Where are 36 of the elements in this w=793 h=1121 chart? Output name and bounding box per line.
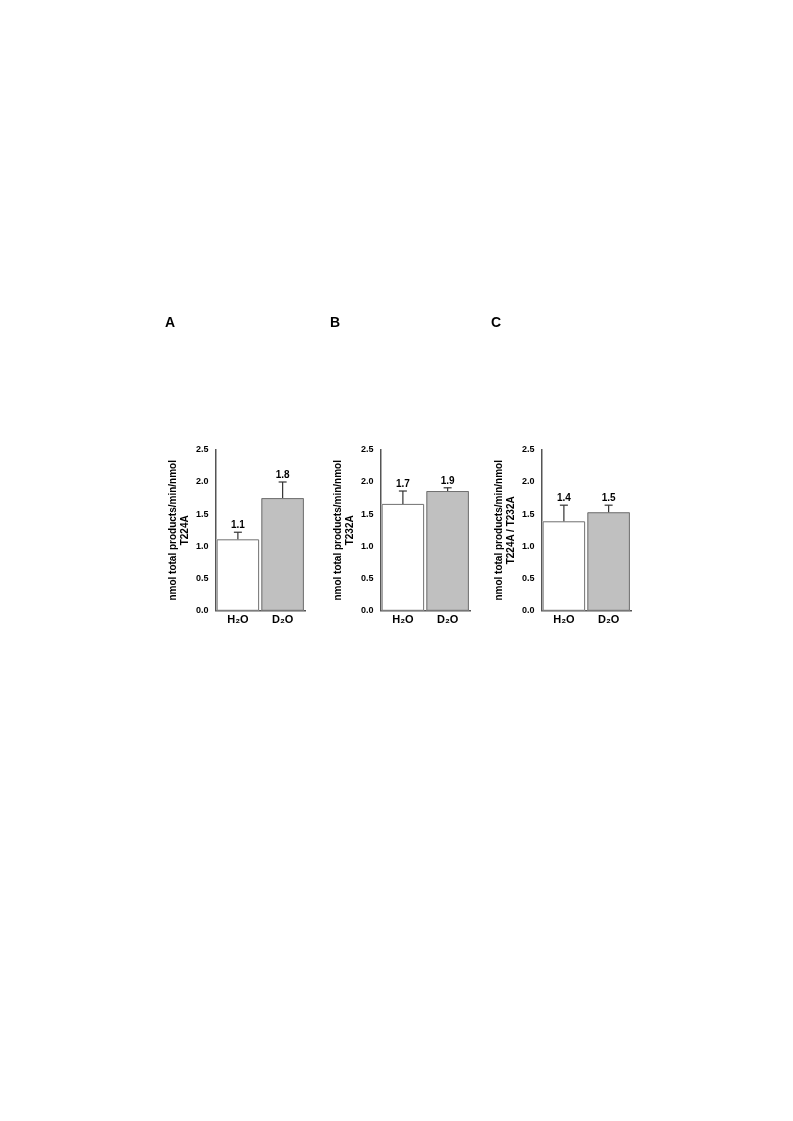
y-tick-label: 1.5	[522, 508, 535, 519]
y-tick-label: 2.5	[196, 444, 209, 455]
y-tick-label: 0.5	[522, 573, 535, 584]
y-tick-label: 1.0	[522, 540, 535, 551]
y-tick-label: 0.0	[196, 605, 209, 616]
y-tick-label: 1.0	[361, 540, 374, 551]
y-axis-title: nmol total products/min/nmol T224A	[166, 459, 190, 601]
data-label: 1.8	[275, 468, 291, 480]
y-axis-title: nmol total products/min/nmol T224A / T232A	[492, 459, 516, 601]
y-tick-label: 2.5	[361, 444, 374, 455]
data-label: 1.7	[395, 477, 411, 489]
x-tick-label: H₂O	[553, 613, 576, 626]
data-label: 1.4	[556, 491, 572, 503]
data-label: 1.5	[601, 491, 617, 503]
y-tick-label: 2.0	[361, 476, 374, 487]
x-tick-label: D₂O	[597, 613, 620, 626]
y-tick-label: 2.0	[196, 476, 209, 487]
y-tick-label: 2.5	[522, 444, 535, 455]
x-tick-label: H₂O	[227, 613, 250, 626]
y-tick-label: 0.0	[361, 605, 374, 616]
y-tick-label: 1.0	[196, 540, 209, 551]
chart-title: A	[165, 314, 176, 331]
data-label: 1.9	[440, 474, 456, 486]
y-tick-label: 1.5	[196, 508, 209, 519]
x-tick-label: D₂O	[436, 613, 459, 626]
x-tick-label: D₂O	[271, 613, 294, 626]
y-axis-title: nmol total products/min/nmol T232A	[331, 459, 355, 601]
chart-title: B	[330, 314, 341, 331]
y-tick-label: 1.5	[361, 508, 374, 519]
y-tick-label: 0.5	[361, 573, 374, 584]
y-tick-label: 2.0	[522, 476, 535, 487]
x-tick-label: H₂O	[392, 613, 415, 626]
data-label: 1.1	[230, 518, 246, 530]
chart-title: C	[491, 314, 502, 331]
y-tick-label: 0.0	[522, 605, 535, 616]
y-tick-label: 0.5	[196, 573, 209, 584]
